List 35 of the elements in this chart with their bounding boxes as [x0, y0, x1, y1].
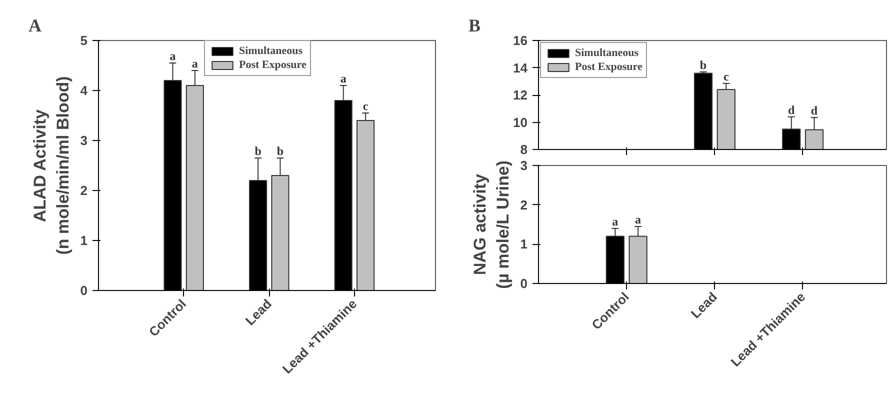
- legend-label: Simultaneous: [575, 47, 639, 59]
- data-label: a: [612, 214, 618, 228]
- y-tick-label: 5: [80, 33, 88, 48]
- y-axis-title: ALAD Activity (n mole/min/ml Blood): [30, 76, 72, 255]
- data-label: a: [170, 49, 176, 63]
- data-label: d: [810, 103, 818, 118]
- data-label: a: [192, 56, 198, 70]
- legend-label: Post Exposure: [239, 59, 306, 71]
- y-tick-label: 2: [520, 197, 528, 212]
- data-label: c: [723, 69, 730, 84]
- y-tick-label: 8: [520, 142, 528, 157]
- legend-label: Simultaneous: [239, 45, 303, 57]
- data-label: c: [362, 99, 369, 113]
- y-tick-label: 2: [80, 183, 88, 198]
- y-tick-label: 0: [520, 276, 528, 291]
- data-label: a: [635, 212, 642, 226]
- y-tick-label: 10: [513, 114, 528, 130]
- y-tick-label: 12: [513, 88, 528, 102]
- y-tick-label: 1: [80, 233, 88, 248]
- data-label: b: [700, 58, 707, 72]
- chart-title: A: [28, 16, 42, 36]
- legend-label: Post Exposure: [575, 61, 642, 73]
- chart-title: B: [468, 16, 481, 36]
- data-label: b: [276, 144, 284, 158]
- data-label: a: [340, 72, 346, 86]
- y-axis-title: NAG activity (µ mole/L Urine): [470, 160, 512, 289]
- y-tick-label: 0: [80, 283, 88, 298]
- y-tick-label: 3: [520, 158, 528, 173]
- y-tick-label: 16: [513, 33, 528, 48]
- data-label: b: [254, 144, 262, 158]
- y-tick-label: 3: [80, 133, 88, 148]
- data-label: d: [788, 102, 796, 117]
- y-tick-label: 4: [80, 83, 88, 98]
- y-tick-label: 1: [520, 236, 528, 252]
- y-tick-label: 14: [513, 60, 528, 76]
